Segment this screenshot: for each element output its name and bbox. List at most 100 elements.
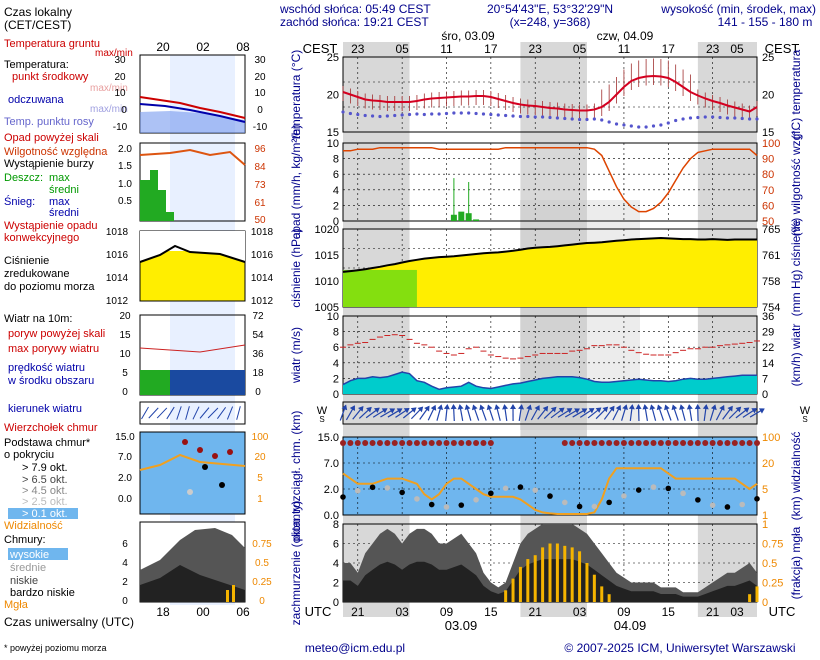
clouds-rtick-0: 100 bbox=[762, 432, 780, 444]
legend-wind-arrows bbox=[141, 406, 241, 420]
legend-wind-arrow-shaft-8 bbox=[207, 407, 219, 419]
legend-utc-00: 00 bbox=[196, 605, 210, 619]
legend-snow: Śnieg: bbox=[4, 195, 35, 208]
clouds-rtick-1: 20 bbox=[762, 458, 774, 470]
cloud-top-dot-49 bbox=[702, 440, 709, 446]
wind-arrow-head-56 bbox=[758, 408, 765, 414]
legend-press-tick-1014: 1014 bbox=[106, 273, 129, 284]
cloud-base-dot-34 bbox=[591, 503, 598, 510]
footer-email[interactable]: meteo@icm.edu.pl bbox=[305, 641, 405, 655]
grid-point-text: (x=248, y=368) bbox=[510, 15, 591, 29]
wind-arrow-head-50 bbox=[710, 404, 717, 411]
legend-vis-tick-20: 20 bbox=[254, 452, 266, 463]
wind-arrow-head-41 bbox=[642, 404, 649, 410]
cloud-top-dot-52 bbox=[724, 440, 731, 446]
legend-snow-max: max bbox=[49, 196, 70, 208]
legend-cloud-tick-15: 15.0 bbox=[115, 432, 135, 443]
dew-point-43 bbox=[659, 123, 663, 127]
wind-arrow-35 bbox=[595, 406, 609, 420]
wind-arrow-12 bbox=[427, 404, 437, 421]
legend-press-tick-1012: 1012 bbox=[106, 296, 129, 307]
legend-felt: odczuwana bbox=[8, 94, 65, 106]
wind-arrow-42 bbox=[649, 404, 657, 421]
wind-arrow-head-55 bbox=[751, 408, 758, 414]
wind-arrow-head-12 bbox=[430, 404, 437, 411]
legend-convective: Wystąpienie opadu bbox=[4, 220, 97, 232]
dew-point-22 bbox=[504, 113, 508, 118]
wind-arrow-23 bbox=[510, 404, 517, 422]
legend-local-time-sub: (CET/CEST) bbox=[4, 18, 71, 32]
cloud-top-dot-13 bbox=[436, 440, 443, 446]
legend-convective2: konwekcyjnego bbox=[4, 232, 79, 244]
legend-rain: Deszcz: bbox=[4, 172, 43, 184]
clouds-ltick-1: 7.0 bbox=[324, 458, 339, 470]
cloud-base-dot-28 bbox=[547, 493, 553, 499]
cloud-base-dot-26 bbox=[532, 487, 539, 493]
wind-arrow-head-34 bbox=[595, 407, 602, 413]
cloud-top-dot-20 bbox=[487, 440, 494, 446]
dew-point-28 bbox=[548, 115, 552, 120]
dew-point-50 bbox=[711, 115, 715, 119]
precip-ltick-1: 8 bbox=[333, 154, 339, 166]
legend-cloud-tick-2: 2.0 bbox=[118, 473, 132, 484]
cover-rtick-1: 0.75 bbox=[762, 539, 783, 551]
legend-fog-bar-2 bbox=[232, 585, 235, 602]
wind-ltick-0: 10 bbox=[327, 311, 339, 323]
legend-wind-arrow-shaft-9 bbox=[216, 407, 227, 419]
dew-point-33 bbox=[585, 117, 589, 122]
legend-vis-tick-5: 5 bbox=[257, 473, 263, 484]
legend-precip-over: Opad powyżej skali bbox=[4, 132, 99, 144]
dew-point-0 bbox=[341, 110, 345, 114]
cover-rtick-0: 1 bbox=[762, 519, 768, 531]
fog-bar-32 bbox=[578, 551, 582, 602]
cloud-base-dot-50 bbox=[709, 502, 716, 508]
main-chart: CEST CEST śro, 03.09 czw, 04.09 UTC UTC … bbox=[289, 29, 811, 633]
cloud-top-dot-51 bbox=[717, 440, 724, 446]
wind-arrow-head-32 bbox=[581, 408, 588, 414]
legend-temp-maxmin: max/min bbox=[90, 83, 128, 94]
day1-bottom-label: 03.09 bbox=[445, 618, 478, 633]
fog-bar-24 bbox=[518, 566, 522, 602]
clouds-ltick-0: 15.0 bbox=[318, 432, 339, 444]
legend-precip-tick-1: 1.0 bbox=[118, 179, 132, 190]
dew-point-44 bbox=[666, 121, 670, 125]
pressure-rtick-2: 758 bbox=[762, 276, 780, 288]
legend-clouds: Chmury: bbox=[4, 534, 46, 546]
compass-w-left: W bbox=[317, 405, 328, 417]
wind-arrow-24 bbox=[518, 404, 525, 421]
local-hour-2: 11 bbox=[440, 42, 453, 56]
legend-local-time: Czas lokalny bbox=[4, 5, 72, 19]
legend-precip-tick-15: 1.5 bbox=[118, 161, 132, 172]
legend-vis-tick-100: 100 bbox=[252, 432, 269, 443]
legend-press-rtick-1012: 1012 bbox=[251, 296, 274, 307]
wind-arrow-head-17 bbox=[464, 404, 471, 410]
wind-ltick-3: 4 bbox=[333, 358, 339, 370]
legend-wind-rtick-0: 0 bbox=[255, 387, 261, 398]
dew-point-35 bbox=[600, 118, 604, 122]
wind-arrow-21 bbox=[494, 404, 501, 421]
dew-point-17 bbox=[467, 111, 471, 115]
cloud-top-dot-12 bbox=[428, 440, 435, 446]
wind-arrow-8 bbox=[395, 408, 410, 418]
wind-arrow-6 bbox=[380, 408, 396, 418]
legend-wind-green bbox=[140, 370, 170, 395]
legend-press-tick-1016: 1016 bbox=[106, 250, 129, 261]
cloud-base-dot-54 bbox=[739, 501, 746, 508]
local-hour-8: 23 bbox=[706, 42, 720, 56]
wind-arrow-head-25 bbox=[526, 404, 532, 411]
legend-press-rtick-1014: 1014 bbox=[251, 273, 274, 284]
wind-arrow-52 bbox=[722, 405, 733, 420]
clouds-ylabel: pion. rozciągł. chm. (km) bbox=[289, 411, 303, 542]
cloud-top-dot-3 bbox=[362, 440, 369, 446]
dew-point-9 bbox=[407, 112, 412, 117]
cloud-base-dot-16 bbox=[458, 502, 465, 508]
wind-arrow-head-38 bbox=[622, 404, 628, 411]
local-hour-1: 05 bbox=[395, 42, 409, 56]
legend-felt-line bbox=[139, 103, 246, 123]
legend-vis-line bbox=[139, 453, 246, 471]
legend-cover-tick-0: 0 bbox=[122, 596, 128, 607]
legend-hum-tick-50: 50 bbox=[254, 215, 266, 226]
cloud-top-dot-30 bbox=[561, 440, 568, 446]
wind-arrow-head-5 bbox=[381, 408, 388, 414]
legend-wind-arrow-shaft-1 bbox=[148, 407, 159, 419]
